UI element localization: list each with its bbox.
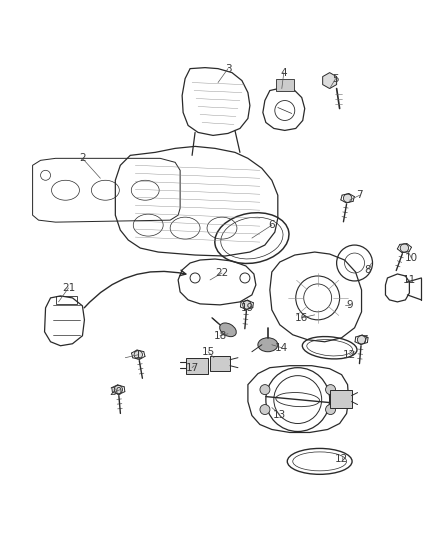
- Text: 5: 5: [332, 74, 339, 84]
- Text: 18: 18: [213, 331, 226, 341]
- Ellipse shape: [219, 323, 236, 337]
- Text: 20: 20: [109, 386, 122, 397]
- Text: 10: 10: [405, 253, 418, 263]
- Text: 22: 22: [215, 268, 229, 278]
- Text: 15: 15: [201, 347, 215, 357]
- Circle shape: [343, 194, 352, 203]
- Circle shape: [325, 385, 336, 394]
- Text: 12: 12: [343, 350, 356, 360]
- Circle shape: [400, 244, 409, 252]
- Circle shape: [357, 336, 366, 344]
- Polygon shape: [323, 72, 337, 88]
- Text: 1: 1: [135, 350, 141, 360]
- Circle shape: [260, 385, 270, 394]
- Text: 14: 14: [275, 343, 289, 353]
- Text: 6: 6: [268, 220, 275, 230]
- Text: 2: 2: [79, 154, 86, 163]
- Bar: [330, 390, 352, 408]
- Text: 3: 3: [225, 63, 231, 74]
- Text: 4: 4: [280, 68, 287, 78]
- Bar: [276, 78, 294, 91]
- Circle shape: [260, 405, 270, 415]
- Text: 13: 13: [273, 409, 286, 419]
- Bar: [186, 358, 208, 374]
- Text: 17: 17: [185, 362, 199, 373]
- Text: 21: 21: [62, 283, 75, 293]
- Bar: [210, 356, 230, 370]
- Text: 7: 7: [356, 190, 363, 200]
- Circle shape: [134, 351, 142, 359]
- Bar: [56, 296, 78, 304]
- Text: 7: 7: [361, 335, 368, 345]
- Text: 11: 11: [403, 275, 416, 285]
- Text: 19: 19: [241, 303, 254, 313]
- Circle shape: [114, 385, 123, 394]
- Text: 12: 12: [335, 455, 348, 464]
- Ellipse shape: [258, 338, 278, 352]
- Text: 8: 8: [364, 265, 371, 275]
- Text: 16: 16: [295, 313, 308, 323]
- Circle shape: [325, 405, 336, 415]
- Text: 9: 9: [346, 300, 353, 310]
- Circle shape: [243, 301, 251, 309]
